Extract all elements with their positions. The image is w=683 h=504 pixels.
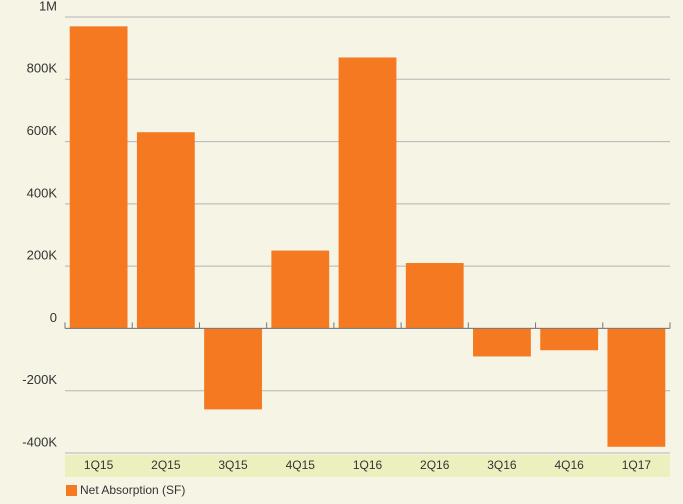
y-tick-label: 800K <box>27 61 58 76</box>
bar <box>136 132 195 329</box>
x-tick-label: 2Q15 <box>151 458 181 472</box>
x-tick-label: 1Q17 <box>622 458 652 472</box>
bar <box>473 328 531 357</box>
bar <box>405 263 464 329</box>
legend-label: Net Absorption (SF) <box>80 483 185 497</box>
y-tick-label: 400K <box>27 185 58 200</box>
legend-swatch <box>66 485 77 496</box>
x-tick-label: 3Q16 <box>487 458 517 472</box>
bar <box>204 328 262 410</box>
bar <box>540 328 599 351</box>
x-tick-label: 4Q16 <box>554 458 584 472</box>
x-tick-label: 4Q15 <box>286 458 316 472</box>
y-tick-label: 600K <box>27 123 58 138</box>
x-tick-label: 1Q16 <box>353 458 383 472</box>
category-strip <box>65 455 670 477</box>
x-tick-label: 2Q16 <box>420 458 450 472</box>
y-tick-label: 200K <box>27 248 58 263</box>
bar <box>338 57 397 329</box>
y-tick-label: 0 <box>50 310 57 325</box>
x-tick-label: 3Q15 <box>218 458 248 472</box>
y-tick-label: -400K <box>22 434 57 449</box>
x-tick-label: 1Q15 <box>84 458 114 472</box>
y-tick-label: 1M <box>39 0 57 13</box>
y-tick-label: -200K <box>22 372 57 387</box>
bar <box>607 328 666 447</box>
bar <box>271 250 330 329</box>
bar <box>69 26 128 329</box>
